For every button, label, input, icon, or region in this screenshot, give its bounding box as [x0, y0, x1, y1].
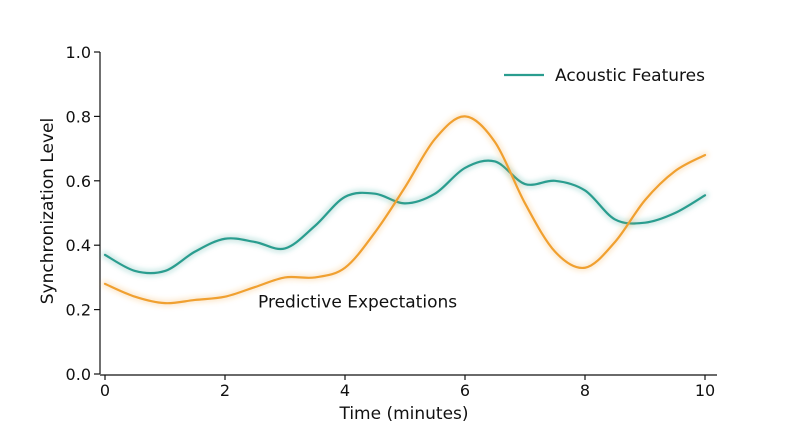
series-annotation: Predictive Expectations [258, 293, 457, 313]
annotations: Predictive Expectations [258, 293, 457, 313]
x-tick-label: 2 [220, 381, 230, 400]
y-tick-label: 0.4 [66, 236, 91, 255]
axes: 0 2 4 6 8 10 0.0 0.2 0.4 0.6 0.8 1.0 [66, 43, 717, 400]
y-tick-label: 0.0 [66, 365, 91, 384]
x-tick-label: 10 [695, 381, 715, 400]
x-tick-label: 0 [100, 381, 110, 400]
series-layer [101, 112, 709, 307]
y-tick-label: 1.0 [66, 43, 91, 62]
acoustic-features-glow [101, 157, 709, 277]
y-tick-label: 0.8 [66, 107, 91, 126]
y-tick-label: 0.6 [66, 172, 91, 191]
legend: Acoustic Features [504, 66, 705, 86]
x-tick-label: 6 [460, 381, 470, 400]
acoustic-features-legend-label: Acoustic Features [555, 66, 705, 86]
y-tick-label: 0.2 [66, 301, 91, 320]
predictive-expectations-glow [101, 112, 709, 307]
acoustic-features-line [103, 159, 707, 275]
x-tick-label: 4 [340, 381, 350, 400]
predictive-expectations-line [103, 115, 707, 305]
x-axis-label: Time (minutes) [338, 404, 468, 424]
x-tick-label: 8 [580, 381, 590, 400]
y-axis-label: Synchronization Level [38, 118, 58, 304]
